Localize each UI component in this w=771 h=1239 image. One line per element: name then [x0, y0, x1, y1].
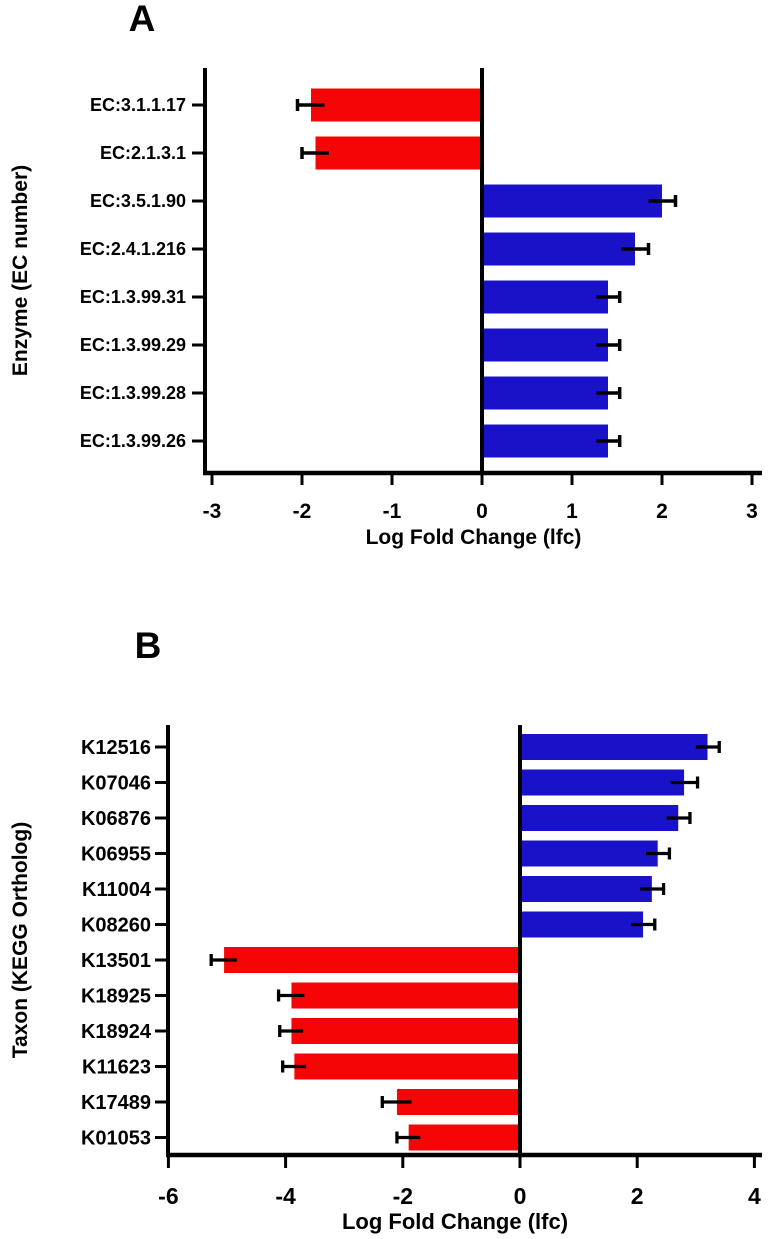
category-label: EC:1.3.99.29	[80, 335, 186, 355]
category-label: EC:3.5.1.90	[90, 191, 186, 211]
category-label: K12516	[81, 737, 151, 759]
x-tick-label: 3	[746, 500, 758, 523]
category-label: EC:3.1.1.17	[90, 95, 186, 115]
bar	[520, 805, 679, 831]
category-label: K08260	[81, 914, 151, 936]
bar	[482, 376, 608, 410]
category-label: EC:1.3.99.26	[80, 431, 186, 451]
bar	[482, 232, 635, 266]
category-label: EC:2.4.1.216	[80, 239, 186, 259]
bar	[396, 1089, 520, 1115]
panel-label: A	[129, 0, 156, 39]
bar	[482, 280, 608, 314]
x-tick-label: 0	[514, 1183, 527, 1209]
bar	[311, 88, 482, 122]
category-label: K06876	[81, 808, 151, 830]
category-label: K17489	[81, 1092, 151, 1114]
x-tick-label: -6	[158, 1183, 178, 1209]
x-axis-title: Log Fold Change (lfc)	[342, 1209, 568, 1234]
bar	[482, 184, 662, 218]
category-label: EC:1.3.99.31	[80, 287, 186, 307]
category-label: K07046	[81, 772, 151, 794]
bar	[520, 769, 685, 796]
x-tick-label: 2	[631, 1183, 644, 1209]
bar	[224, 947, 520, 973]
y-axis-title: Taxon (KEGG Ortholog)	[9, 822, 32, 1058]
x-axis-title: Log Fold Change (lfc)	[366, 526, 582, 549]
category-label: K01053	[81, 1127, 151, 1149]
x-tick-label: -2	[293, 500, 312, 523]
category-label: K06955	[81, 843, 151, 865]
bar	[294, 1053, 520, 1080]
category-label: EC:1.3.99.28	[80, 383, 186, 403]
x-tick-label: 2	[656, 500, 668, 523]
category-label: K18925	[81, 985, 151, 1007]
y-axis-title: Enzyme (EC number)	[9, 165, 32, 376]
x-tick-label: -4	[275, 1183, 296, 1209]
bar	[520, 840, 658, 867]
bar	[482, 328, 608, 362]
panel-label: B	[135, 625, 162, 666]
x-tick-label: -2	[393, 1183, 413, 1209]
bar	[520, 876, 652, 902]
bar	[291, 1018, 520, 1044]
category-label: EC:2.1.3.1	[100, 143, 186, 163]
bar	[520, 911, 644, 938]
x-tick-label: -3	[203, 500, 222, 523]
bar	[520, 734, 708, 760]
x-tick-label: -1	[383, 500, 402, 523]
bar	[291, 982, 520, 1009]
x-tick-label: 0	[476, 500, 488, 523]
bar	[315, 136, 482, 170]
x-tick-label: 1	[566, 500, 578, 523]
bar	[482, 424, 608, 458]
category-label: K11004	[82, 879, 152, 901]
bar	[408, 1124, 520, 1151]
category-label: K18924	[81, 1021, 152, 1043]
x-tick-label: 4	[748, 1183, 761, 1209]
category-label: K13501	[81, 950, 151, 972]
category-label: K11623	[82, 1056, 151, 1078]
